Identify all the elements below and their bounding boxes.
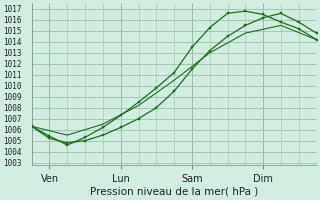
X-axis label: Pression niveau de la mer( hPa ): Pression niveau de la mer( hPa ) xyxy=(90,187,258,197)
